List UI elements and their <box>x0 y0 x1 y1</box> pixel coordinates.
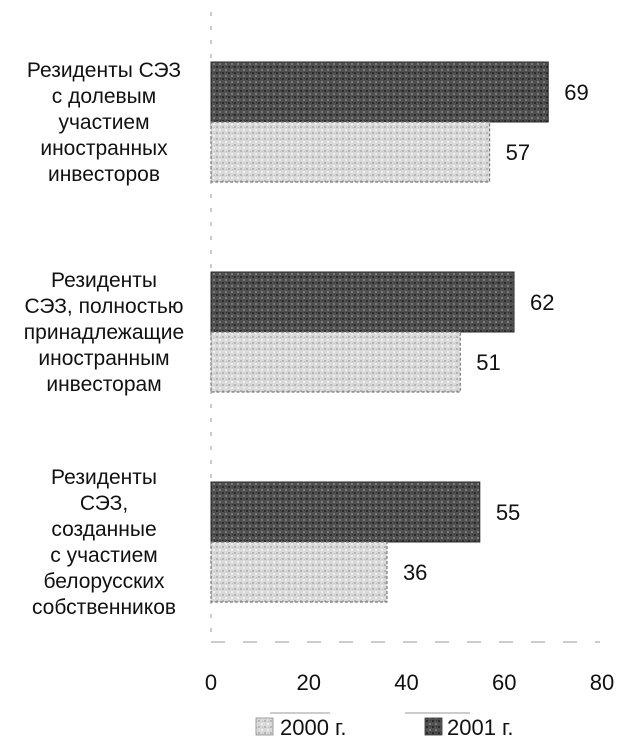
category-label-line: СЭЗ, <box>80 492 128 515</box>
bar-2000-0 <box>210 121 491 183</box>
category-label-line: иностранных <box>40 137 168 160</box>
axis-layer <box>210 12 600 643</box>
x-tick-label: 60 <box>492 670 516 695</box>
value-labels: 69 62 55 57 51 36 <box>403 80 589 585</box>
x-tick-labels: 0 20 40 60 80 <box>205 670 614 695</box>
x-tick-label: 0 <box>205 670 217 695</box>
bar-2000-2 <box>210 541 388 603</box>
bars <box>210 61 549 603</box>
bar-2001-2 <box>210 481 481 543</box>
category-label-line: участием <box>58 111 149 134</box>
bar-2001-1 <box>210 271 515 333</box>
legend-swatch-2001 <box>424 717 443 736</box>
data-label: 69 <box>564 80 588 105</box>
category-label-line: Резиденты СЭЗ <box>27 59 181 82</box>
category-label-line: созданные <box>51 518 156 541</box>
bar-2001-0 <box>210 61 549 123</box>
x-tick-label: 40 <box>394 670 418 695</box>
x-tick-label: 80 <box>590 670 614 695</box>
legend-swatch-2000 <box>255 717 274 736</box>
data-label: 57 <box>506 140 530 165</box>
bar-2000-1 <box>210 331 461 393</box>
data-label: 62 <box>530 290 554 315</box>
legend-label-2000: 2000 г. <box>280 715 347 740</box>
category-label-line: СЭЗ, полностью <box>24 295 183 318</box>
legend: 2000 г. 2001 г. <box>255 712 514 740</box>
category-label-line: с участием <box>50 544 157 567</box>
category-label-line: принадлежащие <box>24 321 184 344</box>
category-label-line: с долевым <box>52 85 156 108</box>
data-label: 51 <box>476 350 500 375</box>
category-label-line: белорусских <box>43 570 165 593</box>
category-label-line: Резиденты <box>51 269 157 292</box>
category-label-line: иностранным <box>38 347 169 370</box>
category-label-line: инвесторов <box>48 163 160 186</box>
category-label-line: собственников <box>32 596 176 619</box>
x-tick-label: 20 <box>297 670 321 695</box>
category-label-line: инвесторам <box>46 373 161 396</box>
data-label: 55 <box>496 500 520 525</box>
category-labels: Резиденты СЭЗ с долевым участием иностранны… <box>24 59 184 619</box>
legend-label-2001: 2001 г. <box>447 715 514 740</box>
data-label: 36 <box>403 560 427 585</box>
category-label-line: Резиденты <box>51 466 157 489</box>
